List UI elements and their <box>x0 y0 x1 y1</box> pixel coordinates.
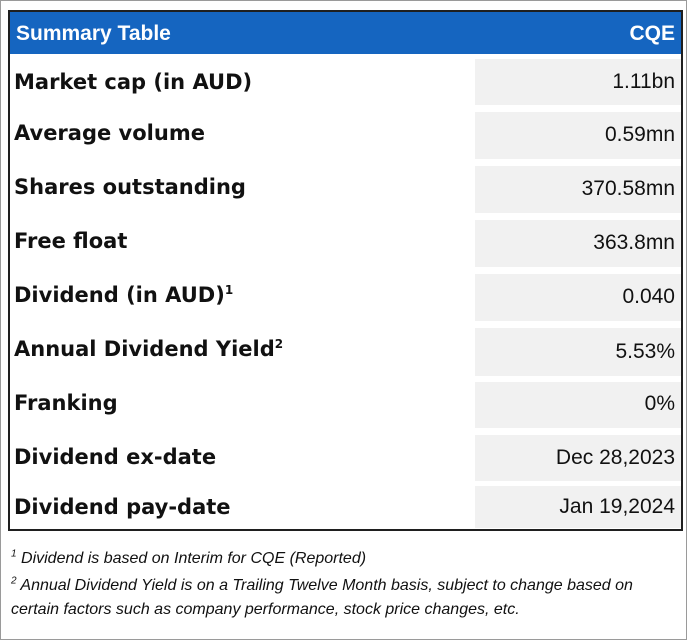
table-row: Franking 0% <box>10 379 681 431</box>
row-value: 0.040 <box>622 285 675 308</box>
row-value: 363.8mn <box>593 231 675 254</box>
table-title: Summary Table <box>16 22 171 45</box>
row-label: Average volume <box>14 121 205 145</box>
row-value: Dec 28,2023 <box>555 446 675 469</box>
row-value: 0.59mn <box>604 123 675 146</box>
row-value: 0% <box>644 392 675 415</box>
table-row: Free float 363.8mn <box>10 216 681 270</box>
row-label: Franking <box>14 391 118 415</box>
value-cell: 370.58mn <box>475 166 681 213</box>
value-cell: 5.53% <box>475 328 681 376</box>
row-value: Jan 19,2024 <box>559 495 675 518</box>
table-row: Market cap (in AUD) 1.11bn <box>10 57 681 108</box>
value-cell: Dec 28,2023 <box>475 435 681 481</box>
value-cell: 1.11bn <box>475 59 681 105</box>
value-cell: 0% <box>475 382 681 428</box>
row-label: Shares outstanding <box>14 175 246 199</box>
table-row: Dividend (in AUD)1 0.040 <box>10 270 681 324</box>
value-cell: 0.59mn <box>475 112 681 159</box>
row-label: Dividend pay-date <box>14 495 231 519</box>
ticker-code: CQE <box>629 22 675 45</box>
footnote-2: 2 Annual Dividend Yield is on a Trailing… <box>11 575 633 618</box>
row-label: Free float <box>14 229 128 253</box>
value-cell: 0.040 <box>475 274 681 321</box>
footnotes: 1 Dividend is based on Interim for CQE (… <box>11 547 681 622</box>
table-row: Shares outstanding 370.58mn <box>10 162 681 216</box>
summary-table: Summary Table CQE Market cap (in AUD) 1.… <box>8 10 683 531</box>
value-cell: 363.8mn <box>475 220 681 267</box>
table-row: Annual Dividend Yield2 5.53% <box>10 324 681 379</box>
value-cell: Jan 19,2024 <box>475 486 681 528</box>
footnote-1: 1 Dividend is based on Interim for CQE (… <box>11 548 367 567</box>
row-value: 370.58mn <box>581 177 675 200</box>
table-row: Dividend ex-date Dec 28,2023 <box>10 431 681 484</box>
table-row: Average volume 0.59mn <box>10 108 681 162</box>
row-value: 1.11bn <box>612 70 675 93</box>
row-label: Dividend ex-date <box>14 445 217 469</box>
row-label: Annual Dividend Yield2 <box>14 337 284 361</box>
row-value: 5.53% <box>615 340 675 363</box>
table-header: Summary Table CQE <box>10 12 681 54</box>
row-label: Market cap (in AUD) <box>14 70 253 94</box>
row-label: Dividend (in AUD)1 <box>14 283 234 307</box>
table-row: Dividend pay-date Jan 19,2024 <box>10 484 681 529</box>
